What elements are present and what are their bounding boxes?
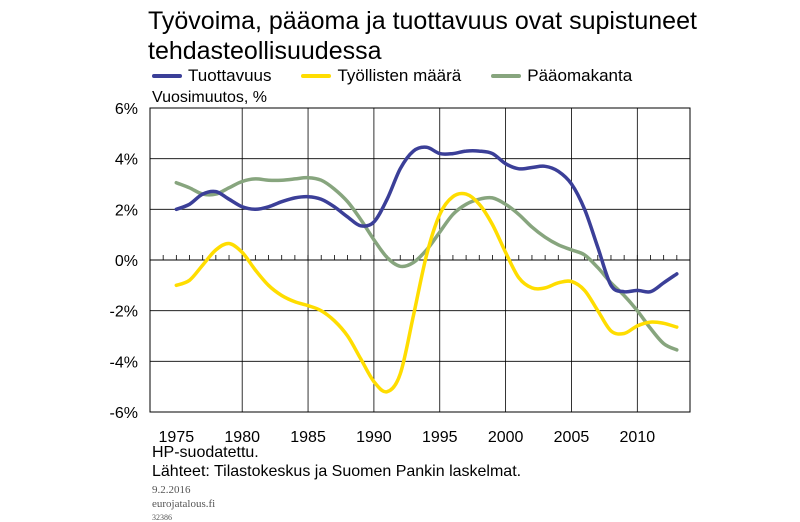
legend-label-paaomakanta: Pääomakanta [527, 66, 633, 85]
x-tick-label: 2010 [620, 429, 656, 446]
x-tick-label: 1980 [224, 429, 260, 446]
y-tick-label: -2% [110, 304, 138, 321]
x-tick-label: 1975 [159, 429, 195, 446]
footnote-filter: HP-suodatettu. [152, 444, 259, 461]
y-tick-label: 6% [115, 101, 138, 118]
footnote-sources: Lähteet: Tilastokeskus ja Suomen Pankin … [152, 463, 522, 480]
legend-label-tyollisten-maara: Työllisten määrä [337, 66, 462, 85]
chart-legend: Tuottavuus Työllisten määrä Pääomakanta [152, 66, 662, 86]
legend-swatch-paaomakanta [491, 74, 522, 78]
y-tick-label: -4% [110, 354, 138, 371]
y-axis-label: Vuosimuutos, % [152, 89, 268, 106]
y-tick-label: -6% [110, 405, 138, 422]
series-line-tyollisten-maara [174, 191, 679, 394]
legend-swatch-tyollisten-maara [301, 74, 332, 78]
x-tick-label: 2000 [488, 429, 524, 446]
legend-item-paaomakanta: Pääomakanta [491, 66, 632, 86]
chart-title-line2: tehdasteollisuudessa [148, 37, 382, 65]
legend-label-tuottavuus: Tuottavuus [188, 66, 272, 85]
footnote-site: eurojatalous.fi [152, 498, 216, 510]
x-tick-label: 1985 [290, 429, 326, 446]
legend-swatch-tuottavuus [152, 74, 182, 78]
footnote-date: 9.2.2016 [152, 484, 191, 496]
y-tick-label: 4% [115, 152, 138, 169]
footnote-code: 32386 [152, 513, 172, 522]
x-tick-label: 2005 [554, 429, 590, 446]
chart-title: Työvoima, pääoma ja tuottavuus ovat supi… [148, 6, 697, 66]
line-chart: 6% 4% 2% 0% -2% -4% -6% 1975 1980 1985 1990 1995 200… [110, 101, 691, 446]
chart-title-line1: Työvoima, pääoma ja tuottavuus ovat supi… [148, 7, 697, 35]
series-line-tuottavuus [174, 145, 679, 294]
legend-item-tyollisten-maara: Työllisten määrä [301, 66, 461, 86]
x-tick-label: 1990 [356, 429, 392, 446]
legend-item-tuottavuus: Tuottavuus [152, 66, 271, 86]
y-tick-label: 0% [115, 253, 138, 270]
x-tick-label: 1995 [422, 429, 458, 446]
y-tick-label: 2% [115, 202, 138, 219]
